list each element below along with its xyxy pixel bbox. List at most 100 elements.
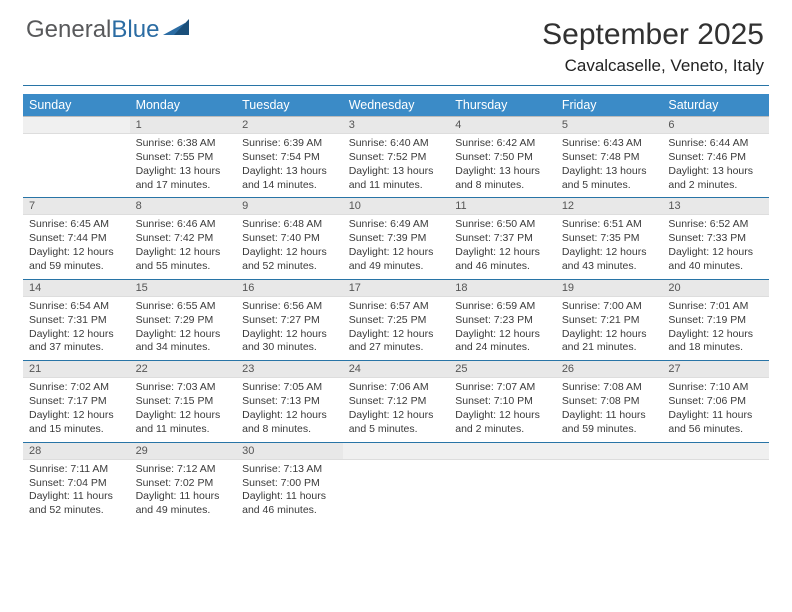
- sunrise-text: Sunrise: 6:54 AM: [29, 300, 124, 314]
- day-cell: [449, 442, 556, 523]
- day-cell: 6Sunrise: 6:44 AMSunset: 7:46 PMDaylight…: [662, 116, 769, 197]
- day-details: Sunrise: 6:56 AMSunset: 7:27 PMDaylight:…: [236, 297, 343, 360]
- day-details: Sunrise: 7:03 AMSunset: 7:15 PMDaylight:…: [130, 378, 237, 441]
- day-number: 17: [343, 279, 450, 297]
- logo-text: GeneralBlue: [26, 18, 159, 42]
- sunset-text: Sunset: 7:15 PM: [136, 395, 231, 409]
- day-number: 22: [130, 360, 237, 378]
- sunrise-text: Sunrise: 6:40 AM: [349, 137, 444, 151]
- day-header: Monday: [130, 94, 237, 116]
- sunrise-text: Sunrise: 6:44 AM: [668, 137, 763, 151]
- sunrise-text: Sunrise: 7:06 AM: [349, 381, 444, 395]
- sunrise-text: Sunrise: 6:45 AM: [29, 218, 124, 232]
- sunset-text: Sunset: 7:31 PM: [29, 314, 124, 328]
- day-number: 7: [23, 197, 130, 215]
- day-cell: [23, 116, 130, 197]
- day-number: 25: [449, 360, 556, 378]
- day-cell: 24Sunrise: 7:06 AMSunset: 7:12 PMDayligh…: [343, 360, 450, 441]
- daylight-text: Daylight: 11 hours and 52 minutes.: [29, 490, 124, 518]
- day-number: 23: [236, 360, 343, 378]
- day-number: 30: [236, 442, 343, 460]
- day-number: 16: [236, 279, 343, 297]
- day-number: [343, 442, 450, 460]
- daylight-text: Daylight: 13 hours and 2 minutes.: [668, 165, 763, 193]
- title-block: September 2025 Cavalcaselle, Veneto, Ita…: [542, 18, 766, 76]
- sunrise-text: Sunrise: 7:00 AM: [562, 300, 657, 314]
- day-number: 20: [662, 279, 769, 297]
- day-header: Sunday: [23, 94, 130, 116]
- sunset-text: Sunset: 7:35 PM: [562, 232, 657, 246]
- sunset-text: Sunset: 7:04 PM: [29, 477, 124, 491]
- day-cell: 18Sunrise: 6:59 AMSunset: 7:23 PMDayligh…: [449, 279, 556, 360]
- day-details: Sunrise: 7:13 AMSunset: 7:00 PMDaylight:…: [236, 460, 343, 523]
- day-cell: 23Sunrise: 7:05 AMSunset: 7:13 PMDayligh…: [236, 360, 343, 441]
- sunset-text: Sunset: 7:33 PM: [668, 232, 763, 246]
- day-cell: [343, 442, 450, 523]
- day-number: 26: [556, 360, 663, 378]
- day-cell: [556, 442, 663, 523]
- day-cell: 13Sunrise: 6:52 AMSunset: 7:33 PMDayligh…: [662, 197, 769, 278]
- sunrise-text: Sunrise: 6:38 AM: [136, 137, 231, 151]
- daylight-text: Daylight: 11 hours and 56 minutes.: [668, 409, 763, 437]
- day-number: 3: [343, 116, 450, 134]
- day-details: Sunrise: 6:50 AMSunset: 7:37 PMDaylight:…: [449, 215, 556, 278]
- sunset-text: Sunset: 7:06 PM: [668, 395, 763, 409]
- month-title: September 2025: [542, 18, 764, 52]
- day-details: Sunrise: 7:07 AMSunset: 7:10 PMDaylight:…: [449, 378, 556, 441]
- week-row: 21Sunrise: 7:02 AMSunset: 7:17 PMDayligh…: [23, 360, 769, 441]
- day-details: Sunrise: 7:11 AMSunset: 7:04 PMDaylight:…: [23, 460, 130, 523]
- day-cell: 21Sunrise: 7:02 AMSunset: 7:17 PMDayligh…: [23, 360, 130, 441]
- sunrise-text: Sunrise: 6:48 AM: [242, 218, 337, 232]
- sunrise-text: Sunrise: 7:05 AM: [242, 381, 337, 395]
- sunset-text: Sunset: 7:21 PM: [562, 314, 657, 328]
- day-cell: 25Sunrise: 7:07 AMSunset: 7:10 PMDayligh…: [449, 360, 556, 441]
- day-number: 5: [556, 116, 663, 134]
- day-details: Sunrise: 6:42 AMSunset: 7:50 PMDaylight:…: [449, 134, 556, 197]
- day-number: [449, 442, 556, 460]
- day-cell: 29Sunrise: 7:12 AMSunset: 7:02 PMDayligh…: [130, 442, 237, 523]
- day-number: 18: [449, 279, 556, 297]
- sunset-text: Sunset: 7:00 PM: [242, 477, 337, 491]
- daylight-text: Daylight: 12 hours and 15 minutes.: [29, 409, 124, 437]
- day-cell: 4Sunrise: 6:42 AMSunset: 7:50 PMDaylight…: [449, 116, 556, 197]
- sunrise-text: Sunrise: 7:03 AM: [136, 381, 231, 395]
- day-number: 13: [662, 197, 769, 215]
- calendar-table: SundayMondayTuesdayWednesdayThursdayFrid…: [23, 94, 769, 523]
- sunset-text: Sunset: 7:40 PM: [242, 232, 337, 246]
- day-cell: 15Sunrise: 6:55 AMSunset: 7:29 PMDayligh…: [130, 279, 237, 360]
- day-number: [556, 442, 663, 460]
- sunset-text: Sunset: 7:42 PM: [136, 232, 231, 246]
- day-details: Sunrise: 6:52 AMSunset: 7:33 PMDaylight:…: [662, 215, 769, 278]
- daylight-text: Daylight: 12 hours and 5 minutes.: [349, 409, 444, 437]
- day-details: Sunrise: 7:01 AMSunset: 7:19 PMDaylight:…: [662, 297, 769, 360]
- sunrise-text: Sunrise: 7:10 AM: [668, 381, 763, 395]
- day-cell: 14Sunrise: 6:54 AMSunset: 7:31 PMDayligh…: [23, 279, 130, 360]
- daylight-text: Daylight: 12 hours and 2 minutes.: [455, 409, 550, 437]
- day-details: Sunrise: 6:54 AMSunset: 7:31 PMDaylight:…: [23, 297, 130, 360]
- daylight-text: Daylight: 12 hours and 46 minutes.: [455, 246, 550, 274]
- day-number: 27: [662, 360, 769, 378]
- day-details: Sunrise: 6:55 AMSunset: 7:29 PMDaylight:…: [130, 297, 237, 360]
- sunrise-text: Sunrise: 6:42 AM: [455, 137, 550, 151]
- day-number: 6: [662, 116, 769, 134]
- sunrise-text: Sunrise: 6:51 AM: [562, 218, 657, 232]
- sunset-text: Sunset: 7:52 PM: [349, 151, 444, 165]
- week-row: 7Sunrise: 6:45 AMSunset: 7:44 PMDaylight…: [23, 197, 769, 278]
- day-number: 12: [556, 197, 663, 215]
- day-number: 21: [23, 360, 130, 378]
- day-cell: 10Sunrise: 6:49 AMSunset: 7:39 PMDayligh…: [343, 197, 450, 278]
- sunset-text: Sunset: 7:17 PM: [29, 395, 124, 409]
- day-cell: 11Sunrise: 6:50 AMSunset: 7:37 PMDayligh…: [449, 197, 556, 278]
- day-number: 15: [130, 279, 237, 297]
- day-cell: [662, 442, 769, 523]
- day-details: Sunrise: 6:57 AMSunset: 7:25 PMDaylight:…: [343, 297, 450, 360]
- sunrise-text: Sunrise: 7:01 AM: [668, 300, 763, 314]
- day-number: 9: [236, 197, 343, 215]
- day-cell: 7Sunrise: 6:45 AMSunset: 7:44 PMDaylight…: [23, 197, 130, 278]
- day-cell: 26Sunrise: 7:08 AMSunset: 7:08 PMDayligh…: [556, 360, 663, 441]
- day-cell: 9Sunrise: 6:48 AMSunset: 7:40 PMDaylight…: [236, 197, 343, 278]
- daylight-text: Daylight: 12 hours and 55 minutes.: [136, 246, 231, 274]
- calendar-head: SundayMondayTuesdayWednesdayThursdayFrid…: [23, 94, 769, 116]
- day-cell: 3Sunrise: 6:40 AMSunset: 7:52 PMDaylight…: [343, 116, 450, 197]
- sunset-text: Sunset: 7:54 PM: [242, 151, 337, 165]
